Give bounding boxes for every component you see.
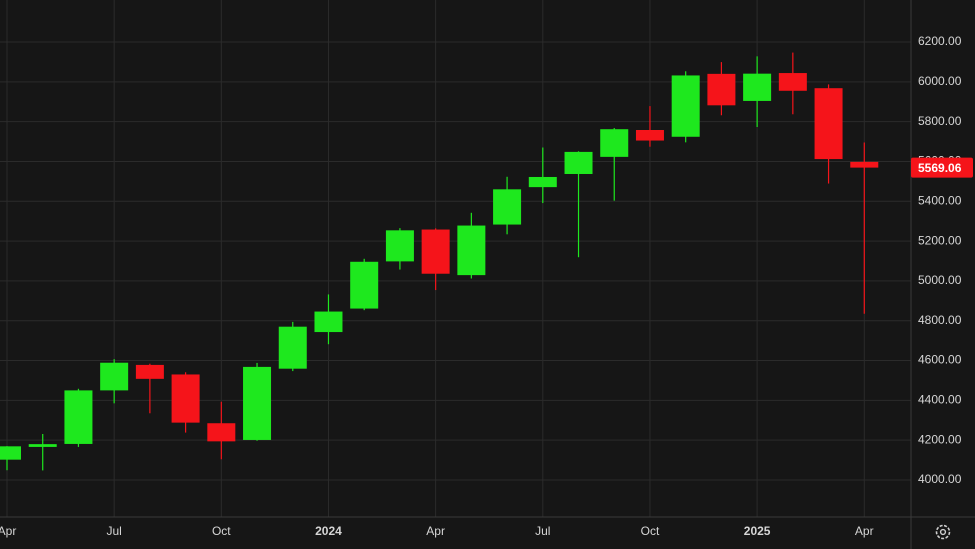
candle-body (528, 176, 557, 188)
y-tick-label: 4000.00 (918, 472, 962, 486)
y-tick-label: 5400.00 (918, 193, 962, 207)
y-tick-label: 4800.00 (918, 313, 962, 327)
x-tick-label: Oct (212, 524, 231, 538)
grid (0, 0, 911, 517)
candle-body (564, 151, 593, 174)
x-tick-label: Jul (106, 524, 121, 538)
candle-body (385, 230, 414, 262)
settings-button[interactable] (935, 524, 951, 540)
x-tick-label: Apr (0, 524, 16, 538)
candle-body (350, 261, 379, 309)
x-tick-label: Jul (535, 524, 550, 538)
candle-body (64, 390, 93, 444)
settings-icon-center (939, 528, 947, 536)
candle-body (850, 161, 879, 168)
last-price-box (911, 157, 973, 178)
candle-body (457, 225, 486, 276)
candle-body (243, 366, 272, 440)
y-tick-label: 4600.00 (918, 353, 962, 367)
candle-body (671, 75, 700, 137)
y-tick-label: 6000.00 (918, 74, 962, 88)
candle-body (707, 73, 736, 106)
candle-body (100, 362, 129, 391)
candle-body (135, 364, 164, 379)
y-tick-label: 5800.00 (918, 114, 962, 128)
y-tick-label: 4200.00 (918, 432, 962, 446)
x-tick-label: Apr (855, 524, 874, 538)
candle-body (600, 129, 629, 157)
candle-body (171, 374, 200, 423)
candle-body (814, 88, 843, 160)
settings-icon[interactable] (935, 524, 951, 540)
x-tick-label: Oct (641, 524, 660, 538)
y-tick-label: 6200.00 (918, 34, 962, 48)
candle-body (778, 73, 807, 91)
x-tick-label: 2024 (315, 524, 342, 538)
x-tick-label: Apr (426, 524, 445, 538)
y-tick-label: 5200.00 (918, 233, 962, 247)
candle-body (314, 311, 343, 333)
candle-body (0, 446, 21, 460)
candle-body (743, 73, 772, 101)
candle-body (278, 326, 307, 369)
candle-body (207, 423, 236, 442)
axis-labels: 4000.00 4200.00 4400.00 4600.00 4800.00 5000.… (0, 34, 973, 538)
candle-body (421, 229, 450, 274)
y-tick-label: 4400.00 (918, 393, 962, 407)
candle-body (28, 444, 57, 447)
y-tick-label: 5000.00 (918, 273, 962, 287)
candle-body (493, 189, 522, 225)
candles (0, 52, 879, 471)
last-price-label: 5569.06 (918, 161, 962, 175)
candle-body (635, 129, 664, 141)
x-tick-label: 2025 (744, 524, 771, 538)
